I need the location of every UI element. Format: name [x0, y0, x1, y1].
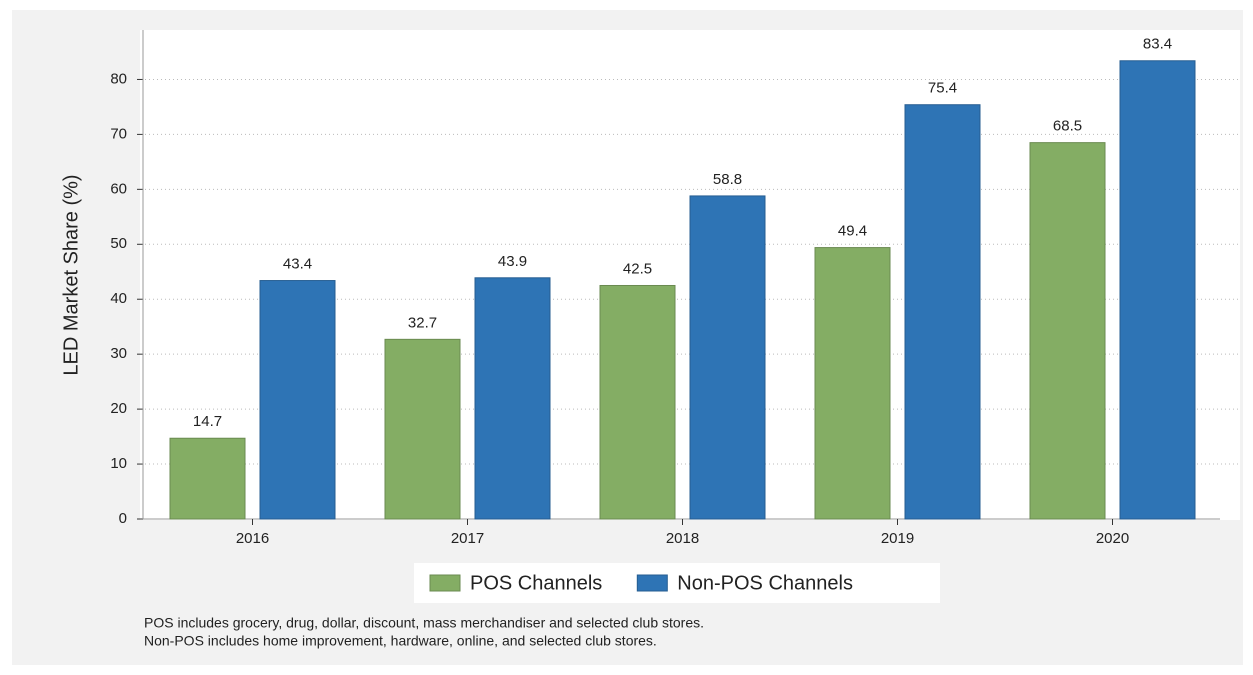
x-tick-label: 2019 — [881, 530, 914, 547]
bar — [689, 195, 766, 520]
bar — [814, 247, 891, 520]
bar — [1119, 60, 1196, 520]
x-tick-label: 2018 — [666, 530, 699, 547]
y-tick-label: 50 — [110, 235, 127, 252]
bar — [1029, 142, 1106, 520]
legend — [414, 563, 940, 603]
bar — [904, 104, 981, 520]
y-axis-label: LED Market Share (%) — [60, 174, 82, 375]
y-tick-label: 30 — [110, 345, 127, 362]
bar — [169, 437, 246, 520]
y-tick-label: 0 — [119, 510, 127, 527]
bar — [384, 338, 461, 520]
value-label: 58.8 — [713, 171, 742, 188]
footnote: Non-POS includes home improvement, hardw… — [144, 633, 657, 649]
value-label: 68.5 — [1053, 118, 1082, 135]
value-label: 83.4 — [1143, 36, 1172, 53]
y-tick-label: 10 — [110, 455, 127, 472]
footnote: POS includes grocery, drug, dollar, disc… — [144, 615, 704, 631]
legend-label: Non-POS Channels — [677, 572, 853, 594]
y-tick-label: 70 — [110, 125, 127, 142]
bar — [474, 277, 551, 520]
y-tick-label: 40 — [110, 290, 127, 307]
y-tick-label: 80 — [110, 70, 127, 87]
value-label: 14.7 — [193, 413, 222, 430]
value-label: 49.4 — [838, 223, 867, 240]
value-label: 42.5 — [623, 260, 652, 277]
legend-swatch — [636, 574, 668, 592]
x-tick-label: 2017 — [451, 530, 484, 547]
x-tick-label: 2016 — [236, 530, 269, 547]
y-tick-label: 20 — [110, 400, 127, 417]
x-tick-label: 2020 — [1096, 530, 1129, 547]
value-label: 43.9 — [498, 253, 527, 270]
legend-swatch — [429, 574, 461, 592]
legend-label: POS Channels — [470, 572, 602, 594]
y-tick-label: 60 — [110, 180, 127, 197]
value-label: 32.7 — [408, 314, 437, 331]
bar — [599, 284, 676, 520]
value-label: 43.4 — [283, 256, 312, 273]
value-label: 75.4 — [928, 80, 957, 97]
bar — [259, 280, 336, 520]
